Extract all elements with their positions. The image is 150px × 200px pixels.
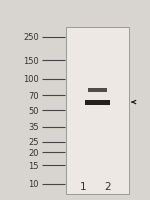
Text: 20: 20 (28, 148, 39, 157)
Text: 2: 2 (105, 181, 111, 191)
Text: 35: 35 (28, 123, 39, 131)
Text: 25: 25 (28, 138, 39, 147)
Text: 100: 100 (23, 75, 39, 84)
Text: 250: 250 (23, 33, 39, 42)
Text: 50: 50 (28, 106, 39, 115)
Text: 150: 150 (23, 56, 39, 65)
Text: 70: 70 (28, 91, 39, 100)
Bar (66, 28, 129, 194)
Text: 15: 15 (28, 161, 39, 170)
Bar (85, 100, 110, 105)
Text: 1: 1 (80, 181, 87, 191)
Text: 10: 10 (28, 179, 39, 188)
Bar (88, 88, 107, 93)
